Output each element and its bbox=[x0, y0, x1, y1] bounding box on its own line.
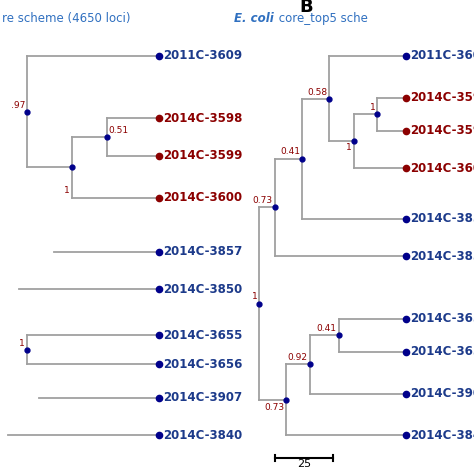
Text: 1: 1 bbox=[346, 143, 352, 152]
Text: 2014C-3656: 2014C-3656 bbox=[163, 358, 242, 371]
Text: 2014C-3599: 2014C-3599 bbox=[410, 125, 474, 137]
Text: 2014C-3907: 2014C-3907 bbox=[163, 392, 242, 404]
Text: 2014C-3907: 2014C-3907 bbox=[410, 387, 474, 400]
Text: 2014C-3840: 2014C-3840 bbox=[410, 429, 474, 442]
Text: 0.58: 0.58 bbox=[307, 88, 327, 97]
Text: 2014C-3598: 2014C-3598 bbox=[410, 91, 474, 104]
Text: 0.73: 0.73 bbox=[264, 403, 284, 412]
Text: core_top5 sche: core_top5 sche bbox=[275, 12, 368, 25]
Text: 1: 1 bbox=[64, 186, 70, 195]
Text: 2014C-3850: 2014C-3850 bbox=[163, 283, 242, 296]
Text: 0.41: 0.41 bbox=[280, 147, 300, 156]
Text: 0.73: 0.73 bbox=[253, 196, 273, 205]
Text: 2011C-3609: 2011C-3609 bbox=[163, 49, 242, 63]
Text: .97: .97 bbox=[11, 100, 25, 109]
Text: 2014C-3655: 2014C-3655 bbox=[410, 312, 474, 325]
Text: 0.92: 0.92 bbox=[288, 353, 308, 362]
Text: 1: 1 bbox=[370, 103, 375, 112]
Text: 0.51: 0.51 bbox=[109, 126, 128, 135]
Text: 2014C-3600: 2014C-3600 bbox=[163, 191, 242, 204]
Text: 2011C-3609: 2011C-3609 bbox=[410, 49, 474, 63]
Text: 2014C-3598: 2014C-3598 bbox=[163, 112, 242, 125]
Text: 0.41: 0.41 bbox=[317, 324, 337, 333]
Text: B: B bbox=[299, 0, 312, 16]
Text: 2014C-3857: 2014C-3857 bbox=[410, 212, 474, 225]
Text: 2014C-3857: 2014C-3857 bbox=[163, 246, 242, 258]
Text: 1: 1 bbox=[252, 292, 257, 301]
Text: 2014C-3599: 2014C-3599 bbox=[163, 149, 242, 163]
Text: 2014C-3600: 2014C-3600 bbox=[410, 162, 474, 175]
Text: 2014C-3840: 2014C-3840 bbox=[163, 429, 242, 442]
Text: 2014C-3655: 2014C-3655 bbox=[163, 329, 242, 342]
Text: E. coli: E. coli bbox=[234, 12, 274, 25]
Text: re scheme (4650 loci): re scheme (4650 loci) bbox=[2, 12, 130, 25]
Text: 25: 25 bbox=[297, 459, 311, 469]
Text: 2014C-3850: 2014C-3850 bbox=[410, 249, 474, 263]
Text: 2014C-3656: 2014C-3656 bbox=[410, 346, 474, 358]
Text: 1: 1 bbox=[19, 339, 25, 348]
